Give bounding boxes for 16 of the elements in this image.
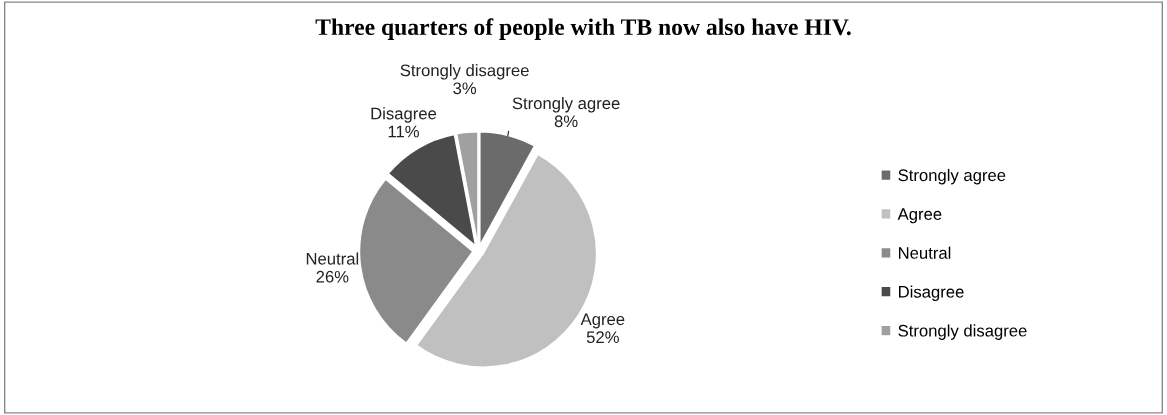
data-label: 3% bbox=[453, 82, 477, 95]
data-label: 8% bbox=[554, 115, 578, 128]
slice-label: Strongly disagree bbox=[400, 64, 529, 80]
data-label: 52% bbox=[586, 331, 619, 344]
legend-label: Neutral bbox=[899, 246, 951, 259]
legend-label: Agree bbox=[897, 208, 942, 224]
slice-label: Neutral bbox=[306, 252, 359, 265]
slice-label: Strongly agree bbox=[512, 96, 620, 113]
slice-label: Disagree bbox=[371, 107, 437, 123]
legend-label: Strongly agree bbox=[898, 168, 1006, 185]
legend-label: Disagree bbox=[899, 285, 964, 302]
slice-label: Agree bbox=[580, 313, 625, 329]
legend-label: Strongly disagree bbox=[898, 324, 1027, 340]
chart-title: Three quarters of people with TB now also have HIV. bbox=[315, 18, 851, 40]
data-label: 11% bbox=[388, 125, 419, 138]
data-label: 26% bbox=[316, 270, 349, 283]
